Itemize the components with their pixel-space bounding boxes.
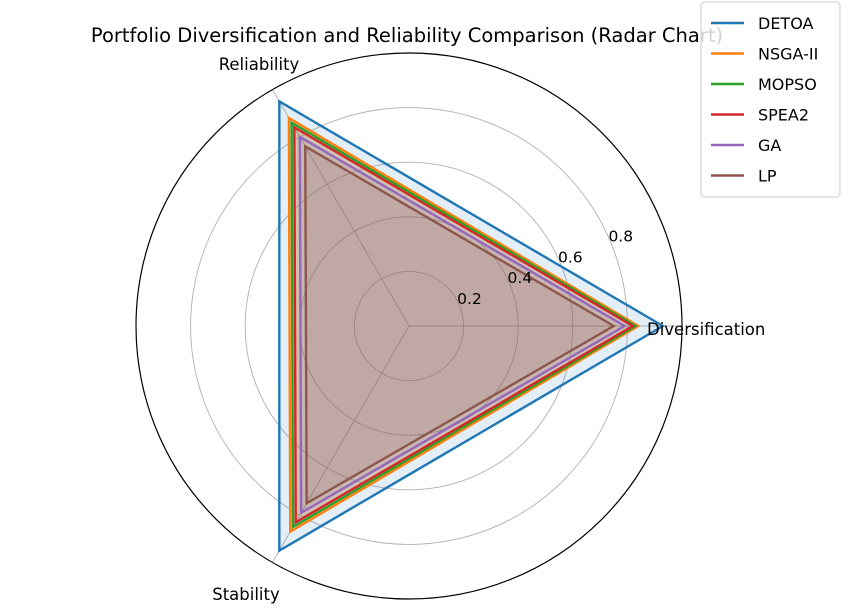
legend-box — [700, 1, 841, 198]
axis-labels: Diversification Reliability Stability — [212, 55, 765, 604]
radial-tick-label: 0.2 — [457, 290, 482, 308]
legend-label-lp: LP — [758, 167, 777, 186]
radial-grid — [135, 52, 683, 600]
series-line-ga — [298, 134, 628, 515]
series-line-mopso — [290, 120, 638, 530]
chart-title: Portfolio Diversification and Reliabilit… — [91, 24, 723, 47]
legend-label-spea2: SPEA2 — [758, 106, 809, 125]
axis-label-stability: Stability — [212, 585, 280, 604]
series-fill-ga — [299, 136, 625, 513]
radial-tick-label: 0.8 — [608, 227, 633, 245]
legend-label-nsga-ii: NSGA-II — [758, 45, 818, 64]
axis-label-diversification: Diversification — [647, 320, 765, 339]
radial-tick-label: 0.6 — [558, 248, 583, 266]
legend-label-ga: GA — [758, 136, 781, 155]
series-fill-spea2 — [294, 127, 633, 523]
series-line-nsga-ii — [287, 115, 641, 534]
axis-label-reliability: Reliability — [219, 55, 300, 74]
series-fill-mopso — [291, 122, 636, 527]
series-line-lp — [304, 144, 617, 506]
legend-label-detoa: DETOA — [758, 14, 814, 33]
series-layer — [278, 99, 666, 553]
radial-tick-label: 0.4 — [508, 269, 533, 287]
radial-tick-labels: 0.2 0.4 0.6 0.8 — [457, 227, 633, 308]
series-fill-nsga-ii — [288, 117, 639, 532]
series-line-detoa — [278, 99, 666, 553]
legend: DETOA NSGA-II MOPSO SPEA2 GA LP — [700, 1, 841, 198]
polar-frame — [135, 52, 683, 600]
legend-label-mopso: MOPSO — [758, 75, 817, 94]
series-line-spea2 — [293, 125, 636, 525]
series-fill-lp — [305, 146, 614, 504]
series-fill-detoa — [279, 101, 663, 551]
